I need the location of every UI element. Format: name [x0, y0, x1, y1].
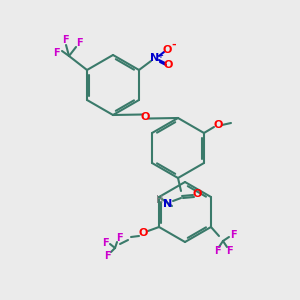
- Text: O: O: [213, 120, 223, 130]
- Text: O: O: [141, 112, 150, 122]
- Text: O: O: [192, 189, 202, 199]
- Text: H: H: [156, 195, 164, 205]
- Text: -: -: [172, 40, 176, 50]
- Text: N: N: [150, 53, 160, 63]
- Text: +: +: [157, 53, 163, 59]
- Text: F: F: [230, 230, 236, 240]
- Text: F: F: [102, 238, 108, 248]
- Text: N: N: [164, 199, 172, 209]
- Text: F: F: [53, 48, 59, 58]
- Text: O: O: [162, 45, 172, 55]
- Text: F: F: [226, 246, 232, 256]
- Text: O: O: [138, 228, 148, 238]
- Text: F: F: [214, 246, 220, 256]
- Text: O: O: [163, 60, 173, 70]
- Text: F: F: [62, 35, 68, 45]
- Text: F: F: [104, 251, 110, 261]
- Text: F: F: [116, 233, 122, 243]
- Text: F: F: [76, 38, 82, 48]
